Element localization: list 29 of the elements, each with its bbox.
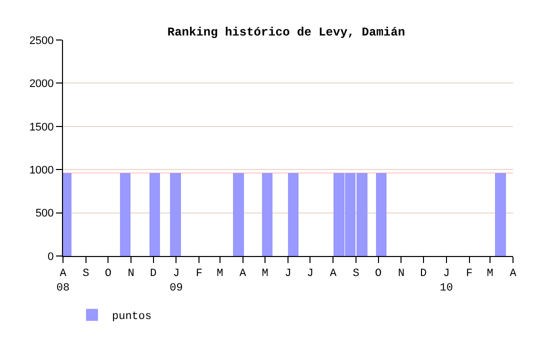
x-tick-label: S [82,268,90,280]
x-tick-label: A [240,268,247,280]
x-tick-label: O [104,268,112,280]
x-tick-label: M [216,268,224,280]
x-tick-label: M [486,268,494,280]
x-tick-label: D [420,268,428,280]
legend-label: puntos [112,311,152,324]
x-tick-label: N [128,268,134,280]
x-tick-label: J 10 [440,268,453,294]
y-tick-label: 2500 [29,34,54,47]
x-tick-label: J [284,268,292,280]
x-tick-label: O [374,268,382,280]
x-tick-label: F [196,268,202,280]
x-tick-label: S [352,268,360,280]
y-tick-label: 2000 [29,78,54,90]
x-tick-label: A [510,268,517,280]
x-tick-label: F [466,268,473,280]
x-tick-label: J [306,268,314,280]
x-tick-label: A [330,268,337,280]
y-tick-label: 1500 [29,121,54,134]
x-tick-label: N [398,268,405,280]
y-tick-label: 0 [48,250,54,263]
x-tick-label: D [150,268,157,280]
y-tick-label: 1000 [29,164,54,176]
x-tick-label: J 09 [170,268,183,294]
chart-title: Ranking histórico de Levy, Damián [167,26,406,40]
x-tick-label: M [262,268,268,280]
y-tick-label: 500 [35,208,54,220]
x-tick-label: A 08 [56,268,70,294]
